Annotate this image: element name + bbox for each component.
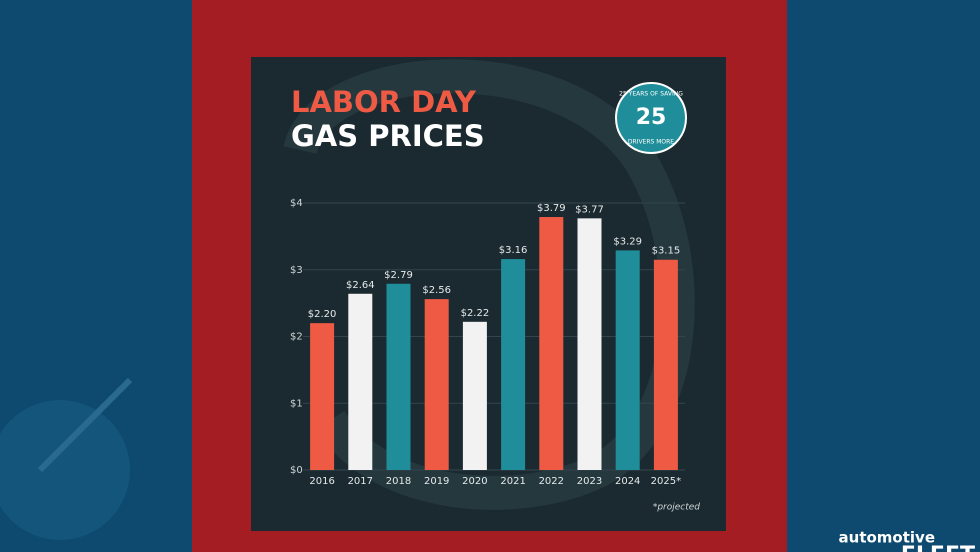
bar	[539, 217, 564, 470]
gauge-decoration	[0, 400, 130, 540]
note: *projected	[653, 503, 700, 513]
x-tick-label: 2025*	[651, 476, 681, 487]
value-label: $2.22	[461, 308, 490, 319]
badge-bottom: DRIVERS MORE	[628, 139, 674, 146]
bar	[653, 259, 678, 470]
logo-bottom: FLEET	[901, 543, 975, 552]
logo-top: automotive	[839, 529, 935, 547]
bar	[348, 293, 373, 470]
x-tick-label: 2023	[577, 476, 602, 487]
bar	[615, 250, 640, 470]
chart-subtitle: GAS PRICES	[291, 119, 485, 153]
value-label: $2.64	[346, 280, 375, 291]
x-tick-label: 2024	[615, 476, 640, 487]
value-label: $3.15	[652, 246, 681, 257]
bar	[462, 321, 487, 470]
bar	[424, 299, 449, 470]
bar	[310, 323, 335, 470]
value-label: $3.77	[575, 204, 604, 215]
value-label: $3.16	[499, 245, 528, 256]
badge-center: 25	[636, 105, 667, 130]
value-label: $2.20	[308, 309, 337, 320]
y-tick-label: $4	[290, 198, 303, 209]
badge-top: 25 YEARS OF SAVING	[619, 91, 683, 98]
chart-title: LABOR DAY	[291, 85, 477, 119]
value-label: $3.79	[537, 203, 566, 214]
x-tick-label: 2018	[386, 476, 411, 487]
x-tick-label: 2022	[539, 476, 564, 487]
bar	[577, 218, 602, 470]
y-tick-label: $2	[290, 332, 303, 343]
y-tick-label: $0	[290, 465, 303, 476]
x-tick-label: 2020	[462, 476, 487, 487]
value-label: $2.56	[422, 285, 451, 296]
y-tick-label: $1	[290, 398, 303, 409]
bar	[386, 283, 411, 470]
value-label: $3.29	[613, 236, 642, 247]
x-tick-label: 2017	[348, 476, 373, 487]
gauge-needle	[37, 377, 133, 473]
x-tick-label: 2021	[500, 476, 525, 487]
badge	[615, 82, 687, 154]
x-tick-label: 2019	[424, 476, 449, 487]
bar	[501, 259, 526, 470]
x-tick-label: 2016	[309, 476, 334, 487]
value-label: $2.79	[384, 270, 413, 281]
y-tick-label: $3	[290, 265, 303, 276]
